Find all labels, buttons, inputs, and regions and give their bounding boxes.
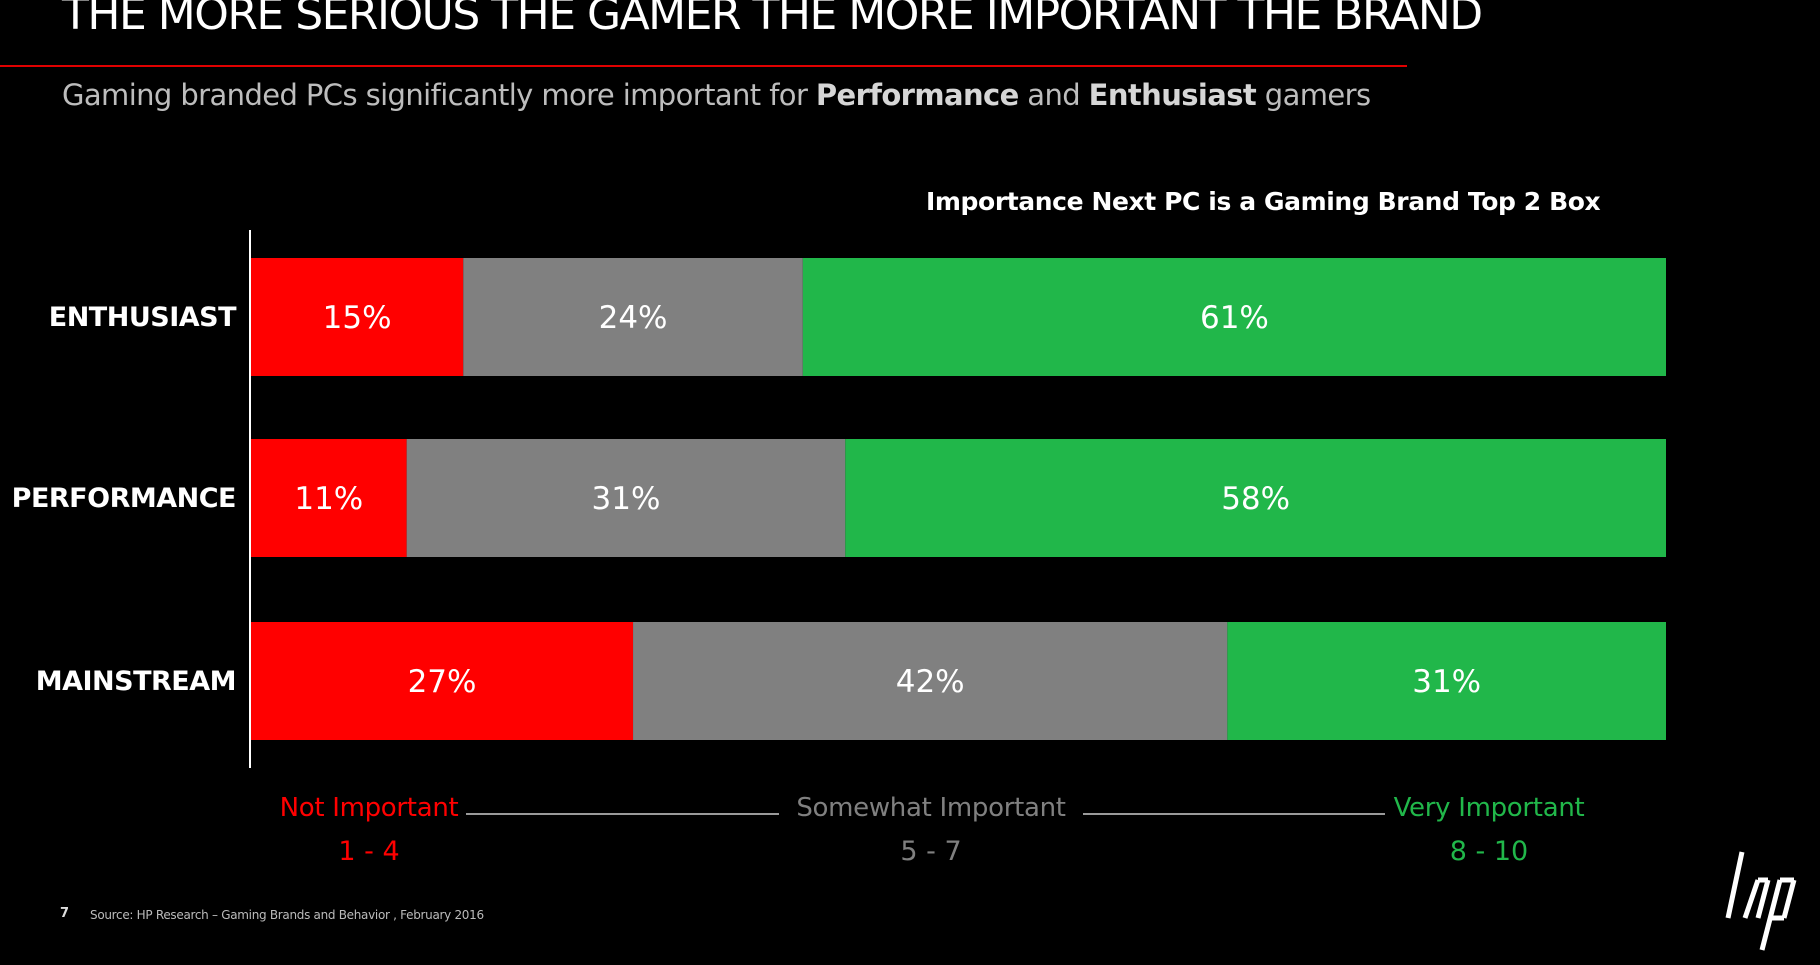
legend-connector-right: [1083, 813, 1385, 815]
data-label-mainstream-not-important: 27%: [408, 664, 477, 700]
legend-range-somewhat-important: 5 - 7: [900, 836, 962, 867]
subtitle-suffix: gamers: [1256, 78, 1371, 112]
legend-connector-left: [466, 813, 779, 815]
hp-logo-icon: [1725, 851, 1797, 951]
bar-performance-not-important: [251, 439, 407, 557]
bar-mainstream-very-important: [1227, 622, 1666, 740]
page-number: 7: [60, 906, 70, 921]
subtitle-middle: and: [1018, 78, 1089, 112]
category-label-enthusiast: ENTHUSIAST: [49, 302, 237, 333]
data-label-enthusiast-somewhat-important: 24%: [599, 300, 668, 336]
subtitle-prefix: Gaming branded PCs significantly more im…: [62, 78, 816, 112]
bar-performance-somewhat-important: [406, 439, 846, 557]
bar-enthusiast-very-important: [802, 258, 1666, 376]
data-label-mainstream-somewhat-important: 42%: [896, 664, 965, 700]
data-label-enthusiast-not-important: 15%: [323, 300, 392, 336]
data-label-mainstream-very-important: 31%: [1412, 664, 1481, 700]
legend-label-very-important: Very Important: [1393, 793, 1585, 823]
legend-range-very-important: 8 - 10: [1449, 836, 1529, 867]
slide-title: THE MORE SERIOUS THE GAMER THE MORE IMPO…: [62, 0, 1483, 40]
bar-enthusiast-somewhat-important: [463, 258, 803, 376]
data-label-performance-not-important: 11%: [294, 481, 363, 517]
legend-label-somewhat-important: Somewhat Important: [796, 793, 1066, 823]
title-underline: [0, 65, 1407, 67]
legend-range-not-important: 1 - 4: [338, 836, 400, 867]
bar-performance-very-important: [845, 439, 1666, 557]
subtitle-bold-enthusiast: Enthusiast: [1088, 78, 1257, 112]
data-label-performance-somewhat-important: 31%: [592, 481, 661, 517]
chart-title: Importance Next PC is a Gaming Brand Top…: [926, 187, 1601, 216]
bar-mainstream-not-important: [251, 622, 634, 740]
data-label-enthusiast-very-important: 61%: [1200, 300, 1269, 336]
source-note: Source: HP Research – Gaming Brands and …: [90, 908, 484, 922]
subtitle-bold-performance: Performance: [815, 78, 1019, 112]
legend-label-not-important: Not Important: [279, 793, 459, 823]
slide-subtitle: Gaming branded PCs significantly more im…: [62, 78, 1371, 112]
category-label-mainstream: MAINSTREAM: [36, 666, 236, 697]
bar-enthusiast-not-important: [251, 258, 464, 376]
category-label-performance: PERFORMANCE: [12, 483, 236, 514]
data-label-performance-very-important: 58%: [1221, 481, 1290, 517]
bar-mainstream-somewhat-important: [633, 622, 1228, 740]
